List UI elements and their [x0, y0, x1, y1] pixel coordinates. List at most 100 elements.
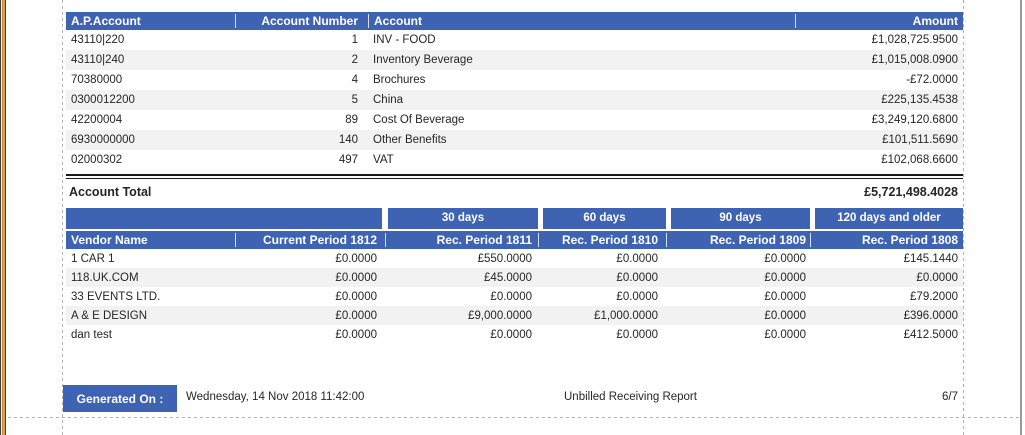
ap-account-cell: 70380000 [71, 74, 123, 86]
current-period-cell: £0.0000 [335, 252, 377, 265]
account-name-cell: Cost Of Beverage [373, 114, 465, 126]
period-1811-cell: £0.0000 [490, 328, 532, 341]
table-row: 33 EVENTS LTD. £0.0000 £0.0000 £0.0000 £… [66, 287, 963, 306]
current-period-cell: £0.0000 [335, 290, 377, 303]
window-left-border [0, 0, 7, 435]
page-number: 6/7 [942, 391, 958, 403]
amount-cell: £3,249,120.6800 [871, 114, 958, 126]
account-number-cell: 1 [351, 34, 358, 46]
account-total-amount: £5,721,498.4028 [864, 185, 958, 199]
window-right-border [1020, 0, 1022, 435]
period-1809-cell: £0.0000 [764, 290, 806, 303]
period-1810-cell: £0.0000 [616, 328, 658, 341]
table-row: 42200004 89 Cost Of Beverage £3,249,120.… [66, 110, 963, 130]
account-number-cell: 89 [345, 114, 358, 126]
period-1811-cell: £9,000.0000 [468, 309, 532, 322]
current-period-cell: £0.0000 [335, 309, 377, 322]
bucket-30-days: 30 days [388, 208, 538, 229]
print-margin-guide-bottom [8, 417, 1020, 418]
account-number-cell: 2 [351, 54, 358, 66]
print-margin-guide-left [62, 0, 63, 435]
period-1809-cell: £0.0000 [764, 328, 806, 341]
period-1808-cell: £412.5000 [903, 328, 958, 341]
vendor-name-cell: 33 EVENTS LTD. [71, 290, 161, 303]
header-current-period: Current Period 1812 [235, 233, 385, 247]
ageing-bucket-header: 30 days 60 days 90 days 120 days and old… [66, 208, 963, 229]
table-row: 6930000000 140 Other Benefits £101,511.5… [66, 130, 963, 150]
account-number-cell: 140 [338, 134, 358, 146]
period-1809-cell: £0.0000 [764, 252, 806, 265]
bucket-spacer [66, 208, 382, 229]
account-name-cell: INV - FOOD [373, 34, 436, 46]
period-1809-cell: £0.0000 [764, 309, 806, 322]
period-1808-cell: £145.1440 [903, 252, 958, 265]
header-amount: Amount [795, 14, 963, 28]
generated-on-timestamp: Wednesday, 14 Nov 2018 11:42:00 [186, 391, 365, 403]
account-name-cell: China [373, 94, 404, 106]
ap-account-cell: 0300012200 [71, 94, 135, 106]
vendor-table-header: Vendor Name Current Period 1812 Rec. Per… [66, 231, 963, 249]
period-1811-cell: £45.0000 [484, 271, 532, 284]
report-title: Unbilled Receiving Report [564, 391, 697, 403]
account-name-cell: Other Benefits [373, 134, 447, 146]
report-body: A.P.Account Account Number Account Amoun… [66, 12, 963, 344]
ap-account-cell: 02000302 [71, 154, 123, 166]
amount-cell: £1,028,725.9500 [871, 34, 958, 46]
account-name-cell: Brochures [373, 74, 426, 86]
period-1810-cell: £0.0000 [616, 271, 658, 284]
account-total-label: Account Total [69, 185, 152, 199]
period-1808-cell: £79.2000 [910, 290, 958, 303]
amount-cell: £1,015,008.0900 [871, 54, 958, 66]
current-period-cell: £0.0000 [335, 328, 377, 341]
account-number-cell: 5 [351, 94, 358, 106]
amount-cell: £101,511.5690 [882, 134, 958, 146]
account-name-cell: Inventory Beverage [373, 54, 473, 66]
header-account-number: Account Number [235, 14, 368, 28]
period-1811-cell: £550.0000 [477, 252, 532, 265]
header-account: Account [368, 14, 795, 28]
account-name-cell: VAT [373, 154, 394, 166]
ap-account-cell: 42200004 [71, 114, 123, 126]
table-row: dan test £0.0000 £0.0000 £0.0000 £0.0000… [66, 325, 963, 344]
period-1810-cell: £0.0000 [616, 252, 658, 265]
bucket-60-days: 60 days [543, 208, 666, 229]
account-total-row: Account Total £5,721,498.4028 [66, 181, 963, 203]
ap-account-cell: 6930000000 [71, 134, 135, 146]
period-1811-cell: £0.0000 [490, 290, 532, 303]
vendor-name-cell: 1 CAR 1 [71, 252, 115, 265]
account-number-cell: 4 [351, 74, 358, 86]
header-rec-period-1808: Rec. Period 1808 [810, 233, 963, 247]
table-row: 0300012200 5 China £225,135.4538 [66, 90, 963, 110]
table-row: 43110|240 2 Inventory Beverage £1,015,00… [66, 50, 963, 70]
bucket-90-days: 90 days [671, 208, 810, 229]
header-ap-account: A.P.Account [71, 14, 141, 28]
bucket-120-days: 120 days and older [815, 208, 963, 229]
print-margin-guide-right [963, 0, 964, 435]
table-row: 70380000 4 Brochures -£72.0000 [66, 70, 963, 90]
period-1808-cell: £396.0000 [903, 309, 958, 322]
amount-cell: £102,068.6600 [881, 154, 958, 166]
vendor-name-cell: 118.UK.COM [71, 271, 139, 284]
table-row: 118.UK.COM £0.0000 £45.0000 £0.0000 £0.0… [66, 268, 963, 287]
table-row: 02000302 497 VAT £102,068.6600 [66, 150, 963, 170]
period-1809-cell: £0.0000 [764, 271, 806, 284]
current-period-cell: £0.0000 [335, 271, 377, 284]
vendor-name-cell: dan test [71, 328, 112, 341]
period-1810-cell: £1,000.0000 [594, 309, 658, 322]
period-1810-cell: £0.0000 [616, 290, 658, 303]
header-rec-period-1811: Rec. Period 1811 [385, 233, 538, 247]
header-rec-period-1809: Rec. Period 1809 [666, 233, 810, 247]
table-row: 43110|220 1 INV - FOOD £1,028,725.9500 [66, 30, 963, 50]
vendor-name-cell: A & E DESIGN [71, 309, 148, 322]
period-1808-cell: £0.0000 [916, 271, 958, 284]
amount-cell: £225,135.4538 [881, 94, 958, 106]
account-table-header: A.P.Account Account Number Account Amoun… [66, 12, 963, 30]
table-row: A & E DESIGN £0.0000 £9,000.0000 £1,000.… [66, 306, 963, 325]
ap-account-cell: 43110|240 [71, 54, 125, 66]
amount-cell: -£72.0000 [906, 74, 958, 86]
header-rec-period-1810: Rec. Period 1810 [538, 233, 666, 247]
table-row: 1 CAR 1 £0.0000 £550.0000 £0.0000 £0.000… [66, 249, 963, 268]
header-vendor-name: Vendor Name [71, 233, 148, 247]
total-divider-double-line [66, 174, 963, 179]
